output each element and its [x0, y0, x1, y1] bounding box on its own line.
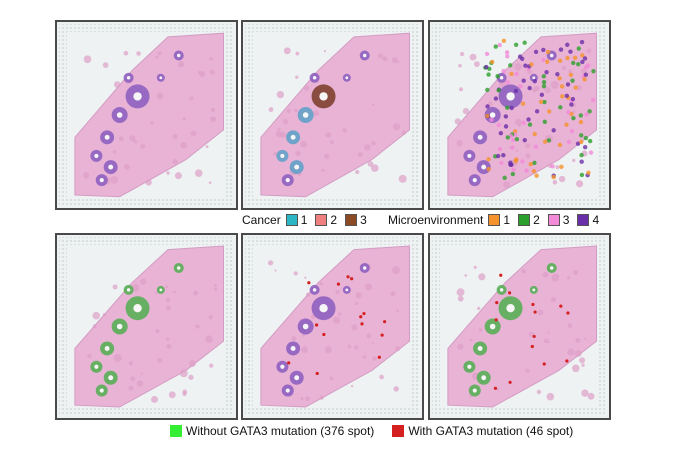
micro-1-swatch	[488, 214, 501, 226]
tissue-image	[430, 235, 609, 418]
panel-without-gata3	[55, 233, 238, 420]
mutation-legend: Without GATA3 mutation (376 spot) With G…	[170, 424, 591, 438]
without-mutation-swatch	[170, 425, 182, 437]
cancer-3-label: 3	[360, 213, 367, 227]
tissue-image	[57, 235, 236, 418]
micro-1-label: 1	[503, 213, 511, 227]
with-mutation-swatch	[392, 425, 405, 437]
panel-he-tissue	[55, 20, 238, 210]
panel-with-gata3	[241, 233, 424, 420]
cancer-legend-title: Cancer	[242, 213, 281, 227]
cancer-legend: Cancer 1 2 3	[242, 213, 375, 227]
micro-2-swatch	[518, 214, 531, 226]
cancer-1-label: 1	[300, 213, 308, 227]
panel-cancer-clusters	[241, 20, 424, 210]
micro-3-swatch	[547, 214, 560, 226]
micro-2-label: 2	[533, 213, 540, 227]
tissue-image	[243, 22, 422, 208]
microenvironment-legend: Microenvironment 1 2 3 4	[388, 213, 607, 227]
micro-legend-title: Microenvironment	[388, 213, 484, 227]
micro-3-label: 3	[562, 213, 570, 227]
cancer-1-swatch	[285, 214, 298, 226]
tissue-image	[57, 22, 236, 208]
tissue-image	[243, 235, 422, 418]
cancer-3-swatch	[345, 214, 358, 226]
micro-4-swatch	[577, 214, 590, 226]
without-mutation-label: Without GATA3 mutation (376 spot)	[186, 424, 375, 438]
micro-4-label: 4	[592, 213, 600, 227]
panel-microenvironment-clusters	[428, 20, 611, 210]
cancer-2-swatch	[315, 214, 328, 226]
with-mutation-label: With GATA3 mutation (46 spot)	[408, 424, 574, 438]
tissue-image	[430, 22, 609, 208]
cancer-2-label: 2	[330, 213, 338, 227]
panel-both-gata3	[428, 233, 611, 420]
